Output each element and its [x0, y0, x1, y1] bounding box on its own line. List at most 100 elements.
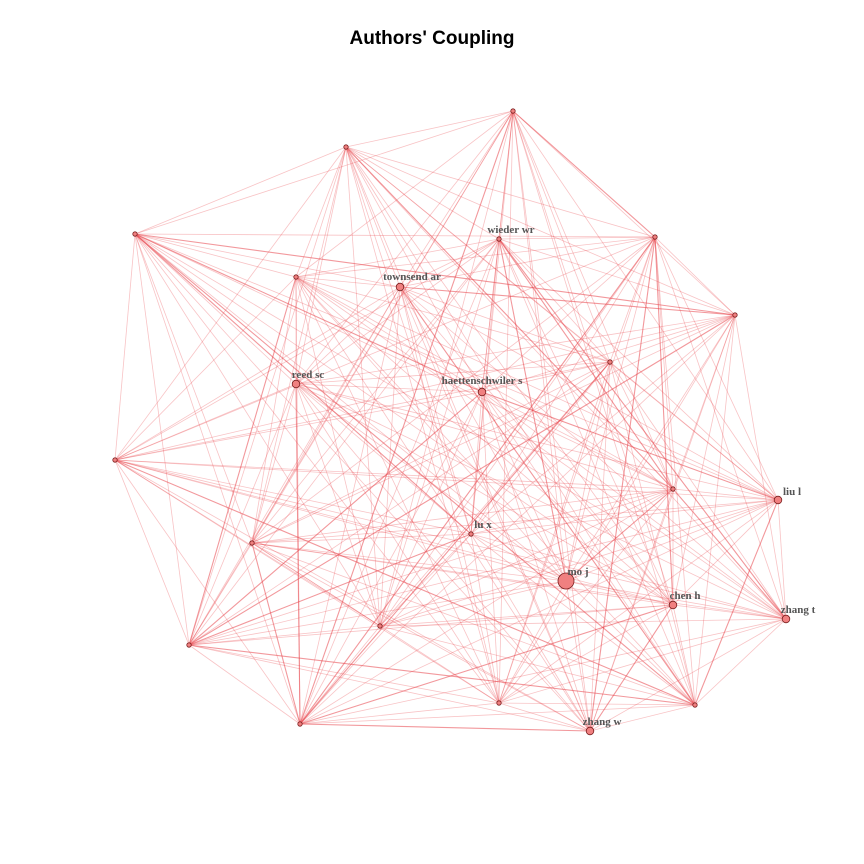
coupling-edge: [134, 233, 253, 544]
coupling-edge: [345, 146, 381, 627]
coupling-edge: [345, 146, 401, 288]
coupling-edge: [295, 361, 611, 385]
coupling-edge: [565, 488, 674, 582]
coupling-edge: [481, 314, 736, 393]
coupling-edge: [609, 361, 779, 501]
coupling-edge: [379, 618, 787, 627]
coupling-edge: [251, 238, 500, 544]
author-node: [692, 702, 698, 708]
author-node: [377, 623, 383, 629]
coupling-edge: [188, 361, 611, 646]
coupling-edge: [295, 286, 401, 385]
coupling-edge: [654, 236, 736, 316]
coupling-edge: [114, 459, 567, 582]
coupling-edge: [295, 276, 483, 393]
coupling-edge: [498, 238, 787, 620]
coupling-edge: [114, 314, 736, 461]
coupling-edge: [379, 236, 656, 627]
coupling-edge: [399, 286, 674, 606]
coupling-edge: [114, 459, 472, 535]
author-node: [652, 234, 658, 240]
coupling-edge: [188, 110, 514, 646]
coupling-edge: [399, 286, 472, 535]
coupling-edge: [399, 286, 696, 706]
coupling-edge: [134, 233, 591, 732]
coupling-edge: [399, 286, 787, 620]
coupling-edge: [188, 644, 696, 706]
coupling-edge: [345, 146, 674, 606]
coupling-edge: [481, 391, 779, 501]
coupling-edge: [672, 314, 736, 606]
coupling-edge: [134, 233, 674, 606]
coupling-edge: [295, 383, 301, 725]
coupling-edge: [114, 459, 381, 627]
coupling-edge: [565, 314, 736, 582]
coupling-edge: [589, 236, 656, 732]
author-label: townsend ar: [383, 271, 441, 283]
coupling-edge: [470, 236, 656, 535]
coupling-edge: [188, 542, 253, 646]
coupling-edge: [565, 361, 611, 582]
coupling-edge: [470, 533, 500, 704]
coupling-edge: [188, 146, 347, 646]
coupling-edge: [188, 644, 301, 725]
coupling-edge: [295, 383, 381, 627]
coupling-edge: [470, 499, 779, 535]
coupling-edge: [295, 276, 591, 732]
coupling-edge: [379, 110, 514, 627]
coupling-edge: [498, 110, 514, 240]
coupling-edge: [134, 233, 472, 535]
coupling-edge: [498, 702, 696, 706]
coupling-edge: [481, 110, 514, 393]
coupling-edge: [134, 233, 297, 385]
coupling-edge: [379, 488, 674, 627]
coupling-edge: [295, 236, 656, 278]
coupling-edge: [470, 110, 514, 535]
coupling-edge: [188, 499, 779, 646]
coupling-edge: [251, 542, 567, 582]
author-label: zhang t: [781, 604, 816, 616]
coupling-edge: [295, 383, 483, 393]
coupling-edge: [251, 542, 696, 706]
coupling-edge: [134, 233, 656, 238]
coupling-edge: [345, 146, 787, 620]
coupling-edge: [114, 459, 190, 646]
coupling-edge: [512, 110, 656, 238]
label-layer: mo j chen h zhang t liu l zhang w lu x haetten…: [292, 224, 816, 728]
coupling-edge: [188, 533, 472, 646]
coupling-edge: [299, 488, 674, 725]
coupling-edge: [251, 542, 301, 725]
coupling-edge: [251, 488, 674, 544]
coupling-edge: [188, 644, 500, 704]
coupling-edge: [188, 238, 500, 646]
author-node: [477, 387, 487, 397]
coupling-edge: [114, 236, 656, 461]
coupling-edge: [295, 276, 301, 725]
author-node: [343, 144, 349, 150]
coupling-edge: [609, 361, 674, 490]
coupling-edge: [345, 146, 674, 490]
coupling-edge: [345, 146, 736, 316]
coupling-edge: [672, 499, 779, 606]
coupling-edge: [299, 391, 483, 725]
coupling-edge: [114, 391, 483, 461]
author-node: [732, 312, 738, 318]
coupling-edge: [114, 361, 611, 461]
coupling-edge: [299, 533, 472, 725]
coupling-edge: [512, 110, 567, 582]
coupling-edge: [498, 702, 591, 732]
coupling-edge: [114, 233, 136, 461]
coupling-edge: [379, 533, 472, 627]
coupling-edge: [609, 236, 656, 363]
coupling-edge: [114, 238, 500, 461]
coupling-edge: [672, 604, 787, 620]
coupling-edge: [345, 146, 483, 393]
coupling-edge: [295, 276, 779, 501]
coupling-edge: [498, 110, 514, 704]
author-node: [249, 540, 255, 546]
coupling-edge: [498, 238, 779, 501]
coupling-edge: [251, 110, 514, 544]
coupling-edge: [299, 286, 401, 725]
coupling-edge: [589, 314, 736, 732]
